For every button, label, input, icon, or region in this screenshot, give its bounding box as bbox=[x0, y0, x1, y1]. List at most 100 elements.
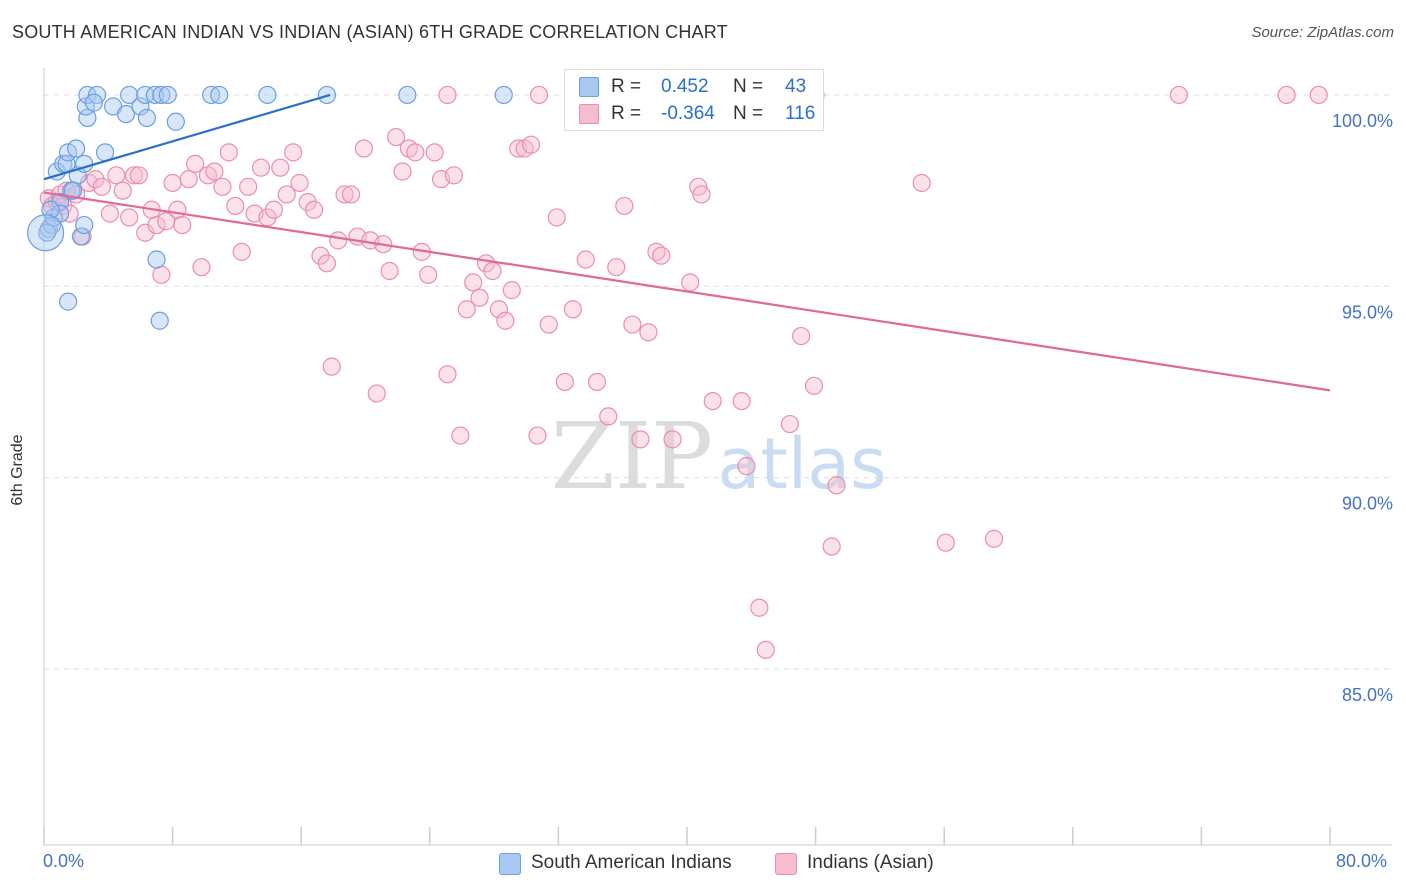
data-point-indians-asian bbox=[264, 200, 283, 219]
legend-r-label: R = bbox=[611, 103, 642, 124]
data-point-indians-asian bbox=[623, 315, 642, 334]
data-point-indians-asian bbox=[284, 143, 303, 162]
legend-n-label: N = bbox=[733, 103, 764, 124]
data-point-indians-asian bbox=[681, 273, 700, 292]
legend-swatch-blue bbox=[579, 77, 599, 97]
data-point-south-american-indians bbox=[158, 85, 177, 105]
data-point-indians-asian bbox=[587, 372, 607, 392]
trend-lines bbox=[43, 93, 1331, 392]
series-swatch-blue bbox=[499, 853, 521, 875]
data-point-indians-asian bbox=[732, 391, 751, 411]
data-point-indians-asian bbox=[792, 326, 811, 346]
data-point-indians-asian bbox=[419, 265, 438, 284]
series-indians-asian bbox=[39, 85, 1328, 659]
series-legend: South American Indians Indians (Asian) bbox=[0, 850, 1406, 880]
y-tick-label: 100.0% bbox=[1332, 111, 1393, 131]
data-point-south-american-indians bbox=[136, 85, 155, 105]
data-point-south-american-indians bbox=[41, 200, 60, 219]
data-point-indians-asian bbox=[186, 154, 205, 173]
y-tick-label: 90.0% bbox=[1342, 494, 1393, 514]
data-point-indians-asian bbox=[367, 384, 386, 403]
data-point-indians-asian bbox=[113, 181, 132, 200]
legend-n-value: 116 bbox=[785, 103, 816, 124]
data-point-indians-asian bbox=[737, 457, 756, 476]
legend-n-label: N = bbox=[733, 76, 764, 97]
series-label-pink: Indians (Asian) bbox=[807, 852, 934, 873]
series-label-blue: South American Indians bbox=[531, 852, 732, 873]
trend-line-indians-asian bbox=[43, 191, 1331, 392]
data-point-indians-asian bbox=[750, 598, 769, 617]
data-point-indians-asian bbox=[652, 246, 671, 265]
data-point-south-american-indians bbox=[147, 250, 166, 269]
legend-r-value: 0.452 bbox=[661, 76, 709, 97]
data-point-indians-asian bbox=[607, 258, 626, 277]
chart-title: SOUTH AMERICAN INDIAN VS INDIAN (ASIAN) … bbox=[12, 22, 728, 42]
data-point-indians-asian bbox=[317, 254, 337, 273]
watermark-atlas: atlas bbox=[717, 423, 886, 505]
data-point-indians-asian bbox=[329, 231, 348, 250]
data-point-south-american-indians bbox=[258, 85, 277, 105]
data-point-south-american-indians bbox=[27, 214, 65, 252]
data-point-indians-asian bbox=[163, 173, 182, 193]
data-point-indians-asian bbox=[147, 215, 166, 235]
data-point-indians-asian bbox=[335, 185, 354, 204]
data-point-indians-asian bbox=[502, 281, 521, 300]
data-point-south-american-indians bbox=[131, 97, 150, 116]
data-point-indians-asian bbox=[438, 85, 457, 105]
data-point-indians-asian bbox=[663, 430, 682, 449]
data-point-indians-asian bbox=[251, 158, 271, 177]
data-point-indians-asian bbox=[239, 177, 258, 196]
data-point-indians-asian bbox=[615, 196, 634, 216]
legend-swatch-pink bbox=[579, 104, 599, 124]
data-point-indians-asian bbox=[129, 166, 148, 185]
data-point-south-american-indians bbox=[166, 112, 185, 131]
data-point-indians-asian bbox=[152, 265, 171, 284]
data-point-south-american-indians bbox=[494, 85, 513, 105]
data-point-indians-asian bbox=[271, 158, 290, 177]
data-point-indians-asian bbox=[277, 185, 296, 204]
data-point-south-american-indians bbox=[145, 85, 165, 105]
data-point-indians-asian bbox=[179, 170, 198, 189]
data-point-indians-asian bbox=[393, 162, 412, 181]
data-point-indians-asian bbox=[1309, 85, 1328, 105]
data-point-indians-asian bbox=[322, 357, 341, 376]
data-point-indians-asian bbox=[496, 311, 515, 330]
data-point-indians-asian bbox=[1169, 85, 1188, 105]
data-point-indians-asian bbox=[703, 391, 722, 411]
data-point-south-american-indians bbox=[67, 139, 86, 158]
data-point-indians-asian bbox=[354, 139, 373, 158]
data-point-indians-asian bbox=[107, 166, 126, 185]
watermark-zip: ZIP bbox=[551, 403, 713, 510]
data-point-indians-asian bbox=[226, 196, 245, 216]
data-point-south-american-indians bbox=[398, 85, 417, 105]
data-point-indians-asian bbox=[425, 143, 444, 162]
data-point-south-american-indians bbox=[150, 311, 169, 330]
data-point-indians-asian bbox=[232, 242, 251, 261]
x-tick-label-min: 0.0% bbox=[43, 851, 85, 871]
data-point-south-american-indians bbox=[63, 181, 83, 200]
data-point-indians-asian bbox=[483, 261, 502, 281]
data-point-indians-asian bbox=[822, 537, 841, 556]
y-tick-label: 85.0% bbox=[1342, 685, 1393, 705]
data-point-indians-asian bbox=[639, 323, 658, 342]
data-point-indians-asian bbox=[92, 177, 111, 196]
data-point-indians-asian bbox=[1277, 85, 1296, 105]
data-point-south-american-indians bbox=[38, 223, 57, 242]
data-point-south-american-indians bbox=[137, 108, 156, 128]
data-point-south-american-indians bbox=[152, 85, 171, 105]
data-point-south-american-indians bbox=[120, 85, 139, 105]
data-point-indians-asian bbox=[168, 200, 187, 219]
stats-legend: R = 0.452 N = 43 R = -0.364 N = 116 bbox=[564, 69, 824, 131]
data-point-indians-asian bbox=[528, 426, 547, 445]
data-point-indians-asian bbox=[984, 529, 1004, 548]
data-point-indians-asian bbox=[555, 372, 574, 392]
data-point-indians-asian bbox=[780, 414, 799, 434]
data-point-south-american-indians bbox=[84, 93, 103, 112]
data-point-indians-asian bbox=[756, 640, 775, 659]
data-point-indians-asian bbox=[100, 204, 120, 223]
data-point-south-american-indians bbox=[59, 292, 78, 311]
data-point-indians-asian bbox=[406, 143, 425, 162]
data-point-indians-asian bbox=[290, 173, 309, 193]
data-point-indians-asian bbox=[173, 215, 192, 235]
